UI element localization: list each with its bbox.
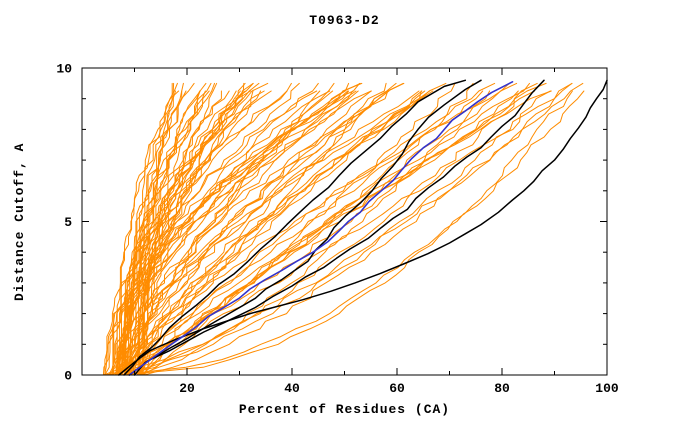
svg-text:5: 5 — [64, 215, 72, 230]
axis-tick-labels: 20 40 60 80 100 0 5 10 — [56, 62, 619, 397]
chart-title: T0963-D2 — [309, 13, 380, 28]
svg-text:20: 20 — [179, 381, 195, 396]
axis-ticks — [81, 67, 608, 376]
model-ensemble-curves — [102, 82, 585, 376]
svg-text:80: 80 — [494, 381, 510, 396]
selected-model-curves — [118, 79, 608, 376]
svg-text:40: 40 — [284, 381, 300, 396]
highlight-model-curve — [128, 81, 514, 376]
svg-text:60: 60 — [389, 381, 405, 396]
svg-text:100: 100 — [595, 381, 619, 396]
x-axis-label: Percent of Residues (CA) — [238, 402, 451, 417]
svg-text:10: 10 — [56, 62, 72, 77]
svg-text:0: 0 — [64, 369, 72, 384]
